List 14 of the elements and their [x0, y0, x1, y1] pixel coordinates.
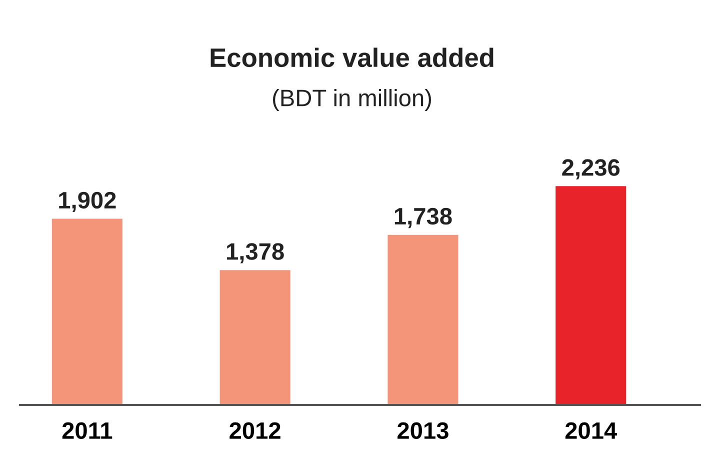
chart-title: Economic value added [210, 48, 494, 68]
data-label: 2,236 [562, 159, 620, 180]
data-label: 1,378 [227, 243, 284, 264]
bar [388, 234, 458, 405]
x-tick-label: 2012 [230, 422, 280, 440]
bar [220, 270, 290, 405]
chart-subtitle: (BDT in million) [272, 88, 432, 111]
bar [556, 186, 626, 405]
data-label: 1,738 [394, 208, 452, 228]
x-tick-label: 2011 [62, 422, 112, 440]
bar [52, 218, 122, 405]
data-label: 1,902 [59, 192, 116, 212]
x-tick-label: 2014 [565, 422, 618, 440]
x-tick-label: 2013 [398, 422, 448, 440]
